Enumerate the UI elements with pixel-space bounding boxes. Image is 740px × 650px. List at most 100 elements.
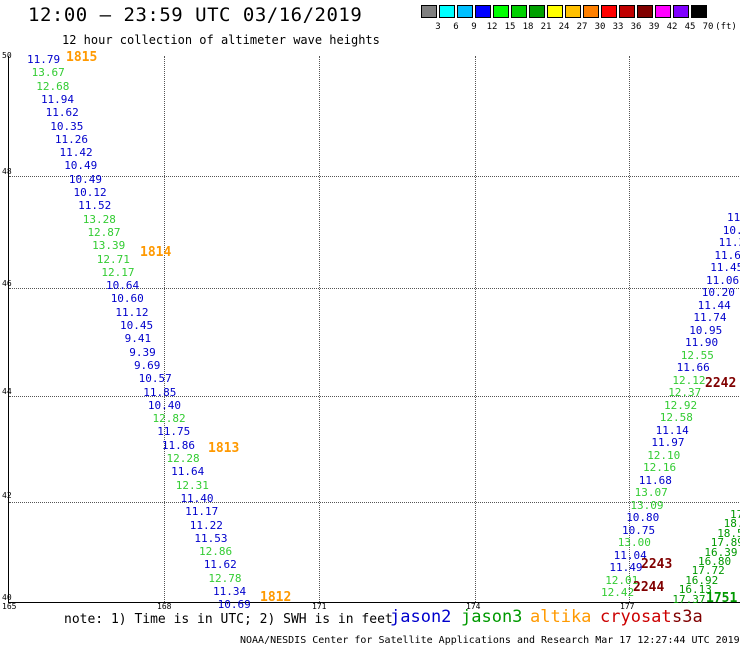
pass-time-label: 2244 (633, 580, 665, 595)
wave-height-reading: 10.80 (626, 511, 660, 524)
color-swatch (547, 5, 563, 18)
color-swatch (511, 5, 527, 18)
color-scale-label: 36 (630, 22, 642, 32)
color-swatch (529, 5, 545, 18)
wave-height-reading: 11.85 (143, 385, 177, 399)
wave-height-reading: 12.42 (601, 586, 635, 599)
color-swatch (475, 5, 491, 18)
wave-height-reading: 10.95 (689, 323, 723, 337)
color-swatch (619, 5, 635, 18)
latitude-tick-label: 44 (2, 387, 12, 396)
longitude-tick-label: 177 (620, 602, 635, 611)
latitude-tick-label: 50 (2, 51, 12, 60)
color-swatch (691, 5, 707, 18)
map-subtitle: 12 hour collection of altimeter wave hei… (62, 33, 380, 47)
color-swatch (601, 5, 617, 18)
wave-height-reading: 11.64 (714, 248, 740, 262)
color-scale-label: 33 (612, 22, 624, 32)
wave-height-reading: 16.80 (698, 555, 732, 568)
wave-height-reading: 9.69 (133, 358, 161, 372)
wave-height-reading: 10.20 (701, 286, 735, 299)
wave-height-reading: 11.53 (194, 531, 228, 545)
wave-height-reading: 11.62 (45, 106, 79, 120)
color-swatch (655, 5, 671, 18)
latitude-tick-label: 40 (2, 593, 12, 602)
wave-height-reading: 16.13 (678, 583, 712, 597)
wave-height-reading: 10.75 (622, 523, 656, 537)
pass-time-label: 1751 (706, 591, 738, 606)
latitude-tick-label: 42 (2, 491, 12, 500)
longitude-gridline (319, 56, 320, 602)
color-scale-label: 3 (435, 22, 441, 32)
wave-height-reading: 10.49 (64, 159, 98, 173)
color-swatch (673, 5, 689, 18)
wave-height-reading: 11 (727, 211, 740, 224)
wave-height-reading: 16.92 (685, 573, 719, 587)
wave-height-reading: 17.37 (672, 592, 706, 606)
latitude-gridline (9, 396, 740, 397)
color-scale-label: 45 (684, 22, 696, 32)
wave-height-reading: 11.86 (161, 438, 195, 452)
wave-height-reading: 12.78 (208, 571, 242, 585)
color-scale-label: 42 (666, 22, 678, 32)
wave-height-reading: 12.01 (605, 573, 639, 587)
wave-height-reading: 17.72 (691, 564, 725, 578)
pass-time-label: 1814 (140, 245, 172, 260)
color-swatch (439, 5, 455, 18)
wave-height-reading: 11.22 (189, 518, 223, 532)
legend-jason2: jason2 (390, 607, 452, 627)
wave-height-reading: 12.87 (87, 225, 121, 239)
wave-height-reading: 18. (723, 517, 740, 531)
wave-height-reading: 12.58 (659, 411, 693, 424)
longitude-tick-label: 165 (2, 602, 17, 611)
wave-height-reading: 11.75 (157, 425, 191, 439)
wave-height-reading: 12.37 (668, 386, 702, 399)
wave-height-reading: 13.28 (82, 212, 116, 226)
pass-time-label: 1815 (66, 50, 98, 65)
wave-height-reading: 12.12 (672, 373, 706, 387)
latitude-tick-label: 46 (2, 279, 12, 288)
wave-height-reading: 12.82 (152, 412, 186, 426)
pass-time-label: 2243 (641, 557, 673, 572)
legend-altika: altika (530, 607, 592, 627)
wave-height-reading: 12.16 (643, 461, 677, 474)
legend-s3a: s3a (672, 607, 703, 627)
wave-height-reading: 10.49 (68, 172, 102, 186)
wave-height-reading: 11.42 (59, 146, 93, 160)
wave-height-reading: 11.52 (78, 199, 112, 213)
wave-height-reading: 9.39 (129, 345, 156, 359)
color-scale-label: 24 (558, 22, 570, 32)
wave-height-reading: 11.66 (676, 361, 710, 374)
legend-cryosat: cryosat (600, 607, 672, 627)
color-swatch (457, 5, 473, 18)
legend-jason3: jason3 (461, 607, 523, 627)
wave-height-reading: 11.26 (54, 132, 89, 146)
color-scale-label: 21 (540, 22, 552, 32)
wave-height-reading: 9.41 (124, 332, 152, 346)
wave-height-reading: 11.44 (697, 298, 731, 312)
wave-height-reading: 11.79 (27, 53, 61, 66)
wave-height-reading: 13.67 (31, 66, 65, 80)
color-scale-label: 70 (702, 22, 714, 32)
color-swatch (637, 5, 653, 18)
wave-height-reading: 10.64 (106, 279, 140, 293)
color-scale-label: 39 (648, 22, 660, 32)
latitude-gridline (9, 176, 740, 177)
wave-height-reading: 12.55 (680, 348, 714, 362)
wave-height-reading: 11.06 (706, 273, 740, 287)
wave-height-reading: 11.97 (651, 436, 685, 449)
wave-height-reading: 13.00 (617, 536, 651, 549)
color-swatch (421, 5, 437, 18)
wave-height-reading: 17 (730, 508, 740, 521)
color-swatch (583, 5, 599, 18)
longitude-gridline (475, 56, 476, 602)
wave-height-reading: 11.49 (609, 561, 643, 574)
color-scale-label: 27 (576, 22, 588, 32)
wave-height-reading: 12.68 (36, 79, 70, 93)
wave-height-reading: 11.3 (718, 236, 740, 249)
wave-height-reading: 11.64 (171, 465, 205, 479)
color-scale-label: 18 (522, 22, 534, 32)
wave-height-reading: 11.74 (693, 311, 727, 324)
wave-height-reading: 12.31 (175, 478, 209, 492)
wave-height-reading: 11.04 (613, 548, 647, 562)
